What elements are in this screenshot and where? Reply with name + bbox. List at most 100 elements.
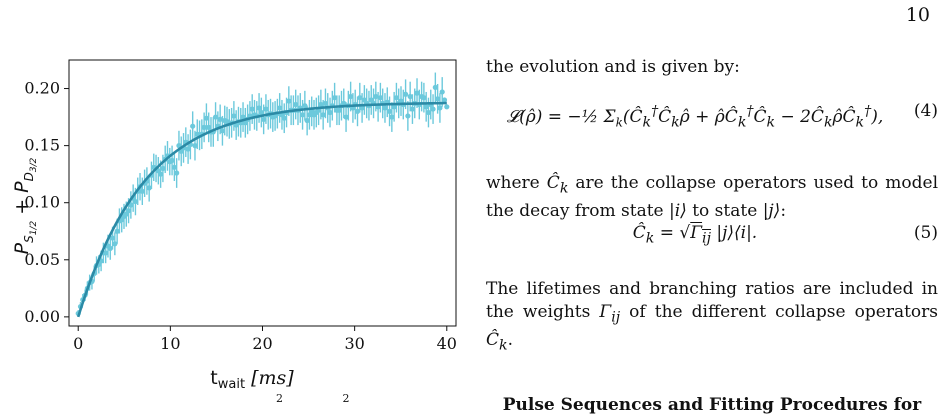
data-point <box>249 106 255 112</box>
y-tick-label: 0.05 <box>24 250 60 269</box>
data-point <box>373 93 379 100</box>
data-point <box>407 93 413 100</box>
data-point <box>169 157 175 164</box>
data-point <box>114 228 120 234</box>
y-tick-label: 0.20 <box>24 79 60 98</box>
data-point <box>377 95 383 101</box>
data-point <box>409 106 416 112</box>
equation-5-number: (5) <box>913 223 938 243</box>
data-point <box>219 128 226 134</box>
equation-5: Ĉk = √Γij |j⟩⟨i|. (5) <box>486 222 938 252</box>
data-point <box>190 123 196 129</box>
data-point <box>430 106 436 112</box>
decay-figure: 0 10 20 30 40 0.00 0.05 0.10 0.15 0.20 twait [ms]… <box>11 59 457 390</box>
x-axis-label-sub: wait <box>218 377 245 390</box>
data-point <box>258 109 264 116</box>
x-axis-label-unit: [ms] <box>251 367 294 389</box>
data-point <box>261 116 267 122</box>
data-point <box>320 112 326 118</box>
data-point <box>263 106 269 112</box>
data-point <box>386 108 393 114</box>
data-point <box>432 84 438 90</box>
page-number: 10 <box>905 4 930 26</box>
x-tick-label: 20 <box>252 334 272 353</box>
y-tick-label: 0.15 <box>24 136 60 155</box>
data-point <box>437 105 443 111</box>
data-point <box>206 124 212 130</box>
paragraph-lifetimes: The lifetimes and branching ratios are i… <box>486 279 938 354</box>
data-point <box>277 105 283 111</box>
paragraph-evolution: the evolution and is given by: <box>486 57 740 77</box>
data-point <box>389 114 395 120</box>
fit-curve <box>76 101 447 318</box>
data-point <box>405 113 411 119</box>
data-point <box>402 91 409 97</box>
data-point <box>146 185 152 191</box>
data-point <box>139 188 145 194</box>
data-point <box>174 170 180 176</box>
data-point <box>439 89 445 95</box>
y-tick-label: 0.00 <box>24 307 60 326</box>
data-point <box>425 109 432 116</box>
data-point <box>112 241 118 247</box>
data-point <box>359 105 365 111</box>
plot-marks <box>75 72 450 318</box>
data-point <box>109 235 116 241</box>
equation-5-body: Ĉk = √Γij |j⟩⟨i|. <box>632 223 758 247</box>
equation-4-body: 𝓛(ρ̂) = −½ Σk(Ĉk†Ĉkρ̂ + ρ̂Ĉk†Ĉk − 2Ĉkρ̂Ĉ… <box>506 103 884 131</box>
data-point <box>185 146 191 152</box>
data-point <box>201 124 207 130</box>
data-point <box>322 100 329 106</box>
data-point <box>444 104 450 110</box>
data-point <box>414 90 420 96</box>
plot-frame <box>68 59 457 327</box>
data-point <box>171 164 177 170</box>
x-tick-label: 30 <box>344 334 364 353</box>
x-tick-label: 40 <box>437 334 457 353</box>
paragraph-collapse-operators: where Ĉk are the collapse operators used… <box>486 173 939 222</box>
data-point <box>341 100 347 106</box>
data-point <box>435 96 441 102</box>
data-point <box>421 95 427 101</box>
y-tick-label: 0.10 <box>24 193 60 212</box>
data-point <box>354 108 361 114</box>
data-point <box>103 250 109 256</box>
truncated-caption-fragment: 2 2 <box>276 392 350 405</box>
plot-border <box>68 59 457 327</box>
data-point <box>256 105 262 111</box>
x-axis-label: twait [ms] <box>210 367 294 390</box>
data-point <box>203 115 210 121</box>
data-point <box>128 202 134 208</box>
x-tick-label: 0 <box>73 334 83 353</box>
data-point <box>125 208 132 214</box>
data-point <box>281 115 287 121</box>
data-point <box>293 101 299 108</box>
section-heading-fragment: Pulse Sequences and Fitting Procedures f… <box>502 395 922 414</box>
data-point <box>327 109 333 116</box>
plot-ticks: 0 10 20 30 40 0.00 0.05 0.10 0.15 0.20 <box>24 79 457 353</box>
data-point <box>240 114 246 120</box>
data-point <box>318 101 324 108</box>
data-point <box>393 95 400 101</box>
data-point <box>336 107 342 113</box>
x-tick-label: 10 <box>160 334 180 353</box>
data-point <box>348 93 354 100</box>
data-point <box>391 104 397 110</box>
data-point <box>132 198 139 205</box>
data-point <box>212 114 219 120</box>
data-point <box>231 113 237 119</box>
data-point <box>192 143 198 149</box>
data-point <box>299 112 306 118</box>
data-point <box>107 245 113 251</box>
equation-4-number: (4) <box>913 101 938 121</box>
data-point <box>304 117 310 124</box>
data-point <box>441 97 448 103</box>
data-point <box>332 95 338 101</box>
data-point <box>382 105 388 111</box>
data-point <box>423 104 429 110</box>
data-point <box>343 114 349 120</box>
data-point <box>302 103 308 109</box>
data-point <box>217 116 223 122</box>
data-point <box>158 171 164 177</box>
data-point <box>357 95 363 101</box>
